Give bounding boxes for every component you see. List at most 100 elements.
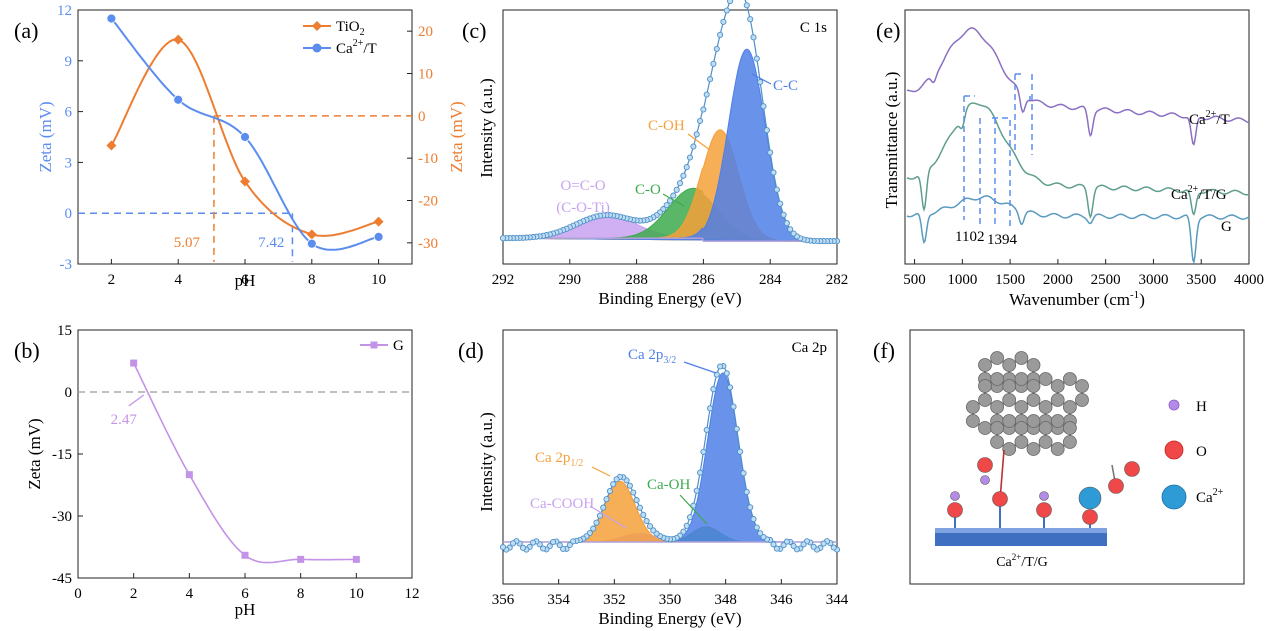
panel-c-data-point-153 <box>663 202 670 209</box>
panel-c-data-point-48 <box>780 211 787 218</box>
graphene-carbon-atom-30 <box>966 414 980 428</box>
panel-d-peak-labels: Ca 2p3/2 Ca 2p1/2 Ca-OH Ca-COOH <box>530 347 717 529</box>
panel-b-x-tick-label-10: 10 <box>349 586 364 602</box>
panel-c-x-ticks: 292 290 288 286 284 282 <box>492 259 849 288</box>
panel-a-point-1-4 <box>373 232 384 242</box>
panel-c-x-tick-label-286: 286 <box>692 272 715 288</box>
panel-c-title: C 1s <box>800 20 827 36</box>
ir-label-ca-t-g: Ca2+/T/G <box>1171 184 1227 203</box>
legend-tio2-label: TiO2 <box>336 19 365 38</box>
panel-d-data-point-78 <box>747 504 754 511</box>
panel-a-point-0-1 <box>173 34 184 45</box>
panel-e-x-tick-label-4000: 4000 <box>1234 272 1264 288</box>
panel-a-point-1-2 <box>240 132 250 142</box>
surface-ca-ion <box>1078 486 1102 510</box>
panel-c-peak-labels: C-C C-OH C-O O=C-O (C-O-Ti) <box>556 73 798 216</box>
panel-d-data-point-273 <box>530 539 537 546</box>
panel-c-x-tick-label-282: 282 <box>826 272 849 288</box>
panel-d-y-axis-label: Intensity (a.u.) <box>477 412 496 512</box>
panel-b-series <box>130 359 360 564</box>
panel-c-data-point-75 <box>750 34 757 41</box>
panel-d-x-tick-label-346: 346 <box>770 592 793 608</box>
panel-c-label: (c) <box>462 18 486 43</box>
graphene-carbon-atom-22 <box>1038 372 1053 386</box>
graphene-carbon-atom-13 <box>978 379 992 393</box>
panel-d-x-tick-label-344: 344 <box>826 592 849 608</box>
panel-d-data-point-21 <box>810 543 817 550</box>
panel-d-data-point-204 <box>606 488 613 495</box>
panel-d-data-point-30 <box>800 541 807 548</box>
panel-f-label: (f) <box>873 338 895 363</box>
legend-ca-ion-icon <box>1161 484 1187 510</box>
panel-d-data-point-138 <box>680 528 687 535</box>
panel-b-y-ticks: -45 -30 -15 0 15 <box>52 323 83 587</box>
panel-d-data-point-255 <box>550 538 557 546</box>
panel-c-data-point-57 <box>770 169 777 176</box>
panel-d-data-point-126 <box>693 487 700 494</box>
panel-a-x-tick-label-8: 8 <box>308 272 316 288</box>
panel-c-data-point-117 <box>703 91 710 98</box>
panel-c-data-point-120 <box>700 106 707 113</box>
panel-a-series <box>106 13 384 251</box>
panel-d-data-point-81 <box>743 488 750 496</box>
panel-a-y-ticks-right: -30 -20 -10 0 10 20 <box>407 24 438 252</box>
panel-b-x-tick-label-2: 2 <box>130 586 138 602</box>
panel-d-data-point-300 <box>499 544 507 551</box>
panel-d-data-point-198 <box>613 476 620 483</box>
panel-a-y-tick-right-label--30: -30 <box>418 236 438 252</box>
panel-c-data-point-138 <box>680 172 687 179</box>
panel-c: (c) C 1s 292 290 288 286 284 282 Binding Ener… <box>462 0 848 308</box>
graphene-carbon-atom-27 <box>1075 379 1089 393</box>
panel-d-data-point-207 <box>603 496 610 503</box>
panel-e-label: (e) <box>876 18 900 43</box>
panel-a-x-tick-label-4: 4 <box>174 272 182 288</box>
panel-b-x-tick-label-8: 8 <box>297 586 305 602</box>
panel-d-data-point-96 <box>727 384 734 391</box>
panel-c-data-point-126 <box>693 131 700 138</box>
graphene-carbon-atom-47 <box>1038 421 1053 435</box>
panel-a-x-axis-label: pH <box>235 271 256 290</box>
graphene-carbon-atom-18 <box>1014 372 1029 386</box>
panel-d-data-point-72 <box>753 524 760 531</box>
panel-a-y-tick-right-label-10: 10 <box>418 67 433 83</box>
panel-a-x-tick-label-6: 6 <box>241 272 249 288</box>
graphene-carbon-atom-50 <box>1050 414 1065 428</box>
panel-d: (d) Ca 2p 356 354 352 350 348 346 344 Binding … <box>458 329 849 628</box>
panel-a-annotation-5-07: 5.07 <box>174 235 201 251</box>
graphene-carbon-atom-46 <box>1026 414 1041 428</box>
panel-e-trace-0 <box>906 27 1250 146</box>
graphene-carbon-atom-8 <box>1014 351 1029 365</box>
panel-d-data-point-114 <box>707 405 714 412</box>
panel-c-data-point-66 <box>760 103 767 110</box>
substrate: Ca2+/T/G <box>935 528 1107 570</box>
panel-b-label: (b) <box>14 338 40 363</box>
panel-c-data-point-51 <box>777 200 784 207</box>
ir-label-ca-t: Ca2+/T <box>1189 109 1230 128</box>
graphene-o-atom-3 <box>1124 461 1140 477</box>
legend-h-atom-icon <box>1168 399 1180 411</box>
panel-b-point-2 <box>241 551 249 559</box>
ir-bracket-left <box>963 95 1031 220</box>
panel-d-data-point-111 <box>710 386 717 393</box>
graphene-o-atom-2 <box>1108 478 1124 494</box>
panel-a-x-ticks: 2 4 6 8 10 <box>108 259 386 288</box>
panel-c-data-point-114 <box>707 76 714 83</box>
panel-c-data-point-123 <box>697 117 704 124</box>
panel-a-y-axis-label: Zeta (mV) <box>36 101 55 172</box>
panel-c-data-point-69 <box>757 78 764 86</box>
panel-d-data-point-120 <box>700 448 707 455</box>
panel-b-x-tick-label-4: 4 <box>186 586 194 602</box>
panel-d-data-point-246 <box>560 545 567 552</box>
panel-a-y-tick-label-9: 9 <box>65 54 73 70</box>
panel-a-y-tick-label--3: -3 <box>60 257 73 273</box>
panel-a-point-1-0 <box>106 13 117 24</box>
peak-label-ca-2p12: Ca 2p1/2 <box>535 450 583 469</box>
graphene-carbon-atom-43 <box>1014 421 1029 435</box>
panel-a-legend: TiO2 Ca2+/T <box>303 19 377 57</box>
panel-c-data-point-39 <box>790 230 797 237</box>
graphene-carbon-atom-24 <box>1075 393 1089 407</box>
panel-e-x-tick-label-3000: 3000 <box>1138 272 1168 288</box>
panel-d-data-point-48 <box>780 542 787 549</box>
peak-label-c-o: C-O <box>635 182 661 198</box>
